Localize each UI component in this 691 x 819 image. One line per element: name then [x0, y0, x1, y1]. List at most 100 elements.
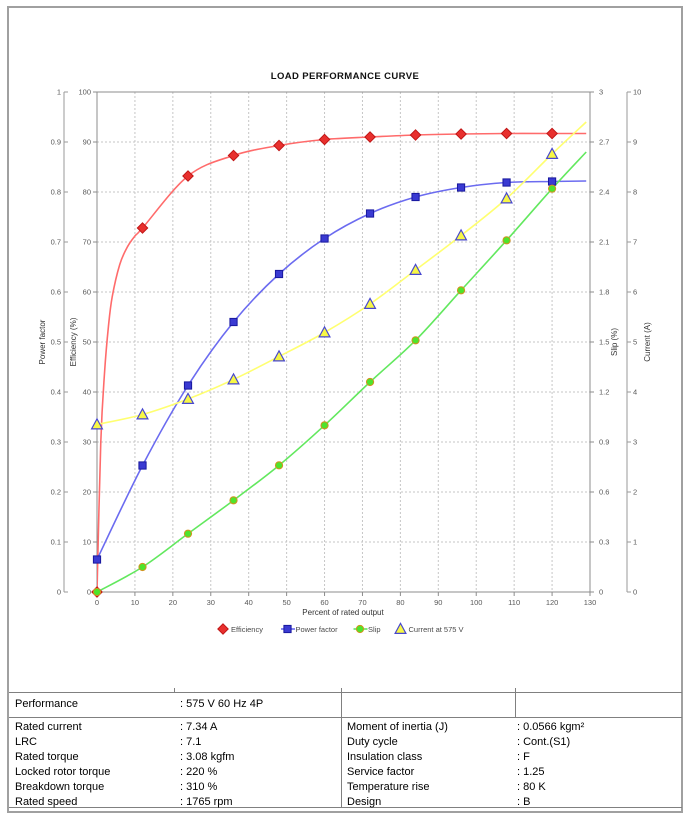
- current-axis-title: Current (A): [643, 322, 652, 362]
- spec-label: Rated speed: [15, 796, 78, 808]
- performance-label: Performance: [15, 698, 78, 710]
- table-row: Rated speed: 1765 rpm: [15, 795, 335, 810]
- spec-label: Duty cycle: [347, 736, 398, 748]
- tick-label: 2.1: [599, 238, 609, 247]
- circle-marker: [320, 421, 329, 430]
- square-marker: [92, 555, 102, 564]
- power-factor-axis-title: Power factor: [38, 319, 47, 364]
- triangle-marker: [394, 622, 407, 634]
- spec-label: Locked rotor torque: [15, 766, 111, 778]
- tick-label: 2: [633, 488, 637, 497]
- triangle-marker: [318, 325, 331, 338]
- legend-label: Current at 575 V: [409, 625, 464, 634]
- circle-marker: [92, 587, 102, 597]
- tick-label: 80: [396, 598, 404, 607]
- axes: 0 10 20 30 40 50 60 70 80 90 100 110 120 13000.10.20.…: [51, 88, 642, 608]
- tick-label: 1.8: [599, 288, 609, 297]
- tick-label: 0: [87, 588, 91, 597]
- tick-label: 60: [320, 598, 328, 607]
- diamond-marker: [227, 149, 240, 162]
- tick-label: 20: [169, 598, 177, 607]
- tick-label: 130: [584, 598, 597, 607]
- tick-label: 0: [599, 588, 603, 597]
- triangle-marker: [136, 407, 149, 420]
- tick-label: 3: [633, 438, 637, 447]
- spec-label: Rated current: [15, 721, 82, 733]
- legend-label: Slip: [368, 625, 381, 634]
- tick-label: 0: [57, 588, 61, 597]
- square-marker: [547, 177, 557, 186]
- tick-label: 40: [245, 598, 253, 607]
- diamond-marker: [546, 127, 558, 140]
- legend-label: Efficiency: [231, 625, 263, 634]
- tick-label: 90: [83, 138, 91, 147]
- square-marker: [502, 178, 511, 187]
- spec-value: : 3.08 kgfm: [180, 751, 235, 763]
- tick-label: 9: [633, 138, 637, 147]
- square-marker: [411, 192, 420, 202]
- tick-label: 8: [633, 188, 637, 197]
- spec-value: : F: [517, 751, 530, 763]
- tick-label: 1: [57, 88, 61, 97]
- triangle-marker: [227, 372, 240, 385]
- spec-value: : 310 %: [180, 781, 218, 793]
- tick-label: 0.9: [51, 138, 61, 147]
- circle-marker: [183, 529, 193, 538]
- table-row: Breakdown torque : 310 %: [15, 780, 335, 795]
- triangle-marker: [90, 417, 104, 430]
- tick-label: 30: [83, 438, 91, 447]
- diamond-marker: [455, 128, 467, 140]
- line-efficiency: [97, 132, 587, 592]
- square-marker: [283, 624, 292, 634]
- x-axis-title: Percent of rated output: [302, 608, 384, 617]
- tick-label: 20: [83, 488, 91, 497]
- line-slip: [97, 151, 587, 592]
- circle-marker: [456, 286, 466, 295]
- table-column-tick: [174, 688, 175, 692]
- spec-value: : 1.25: [517, 766, 545, 778]
- diamond-marker: [318, 133, 331, 146]
- table-row-separator: [9, 717, 682, 718]
- efficiency-axis-title: Efficiency (%): [69, 317, 78, 366]
- tick-label: 100: [470, 598, 483, 607]
- table-row: Rated current: 7.34 A: [15, 720, 335, 735]
- tick-label: 0.5: [51, 338, 61, 347]
- table-row: Rated torque: 3.08 kgfm: [15, 750, 335, 765]
- spec-value: : 80 K: [517, 781, 546, 793]
- triangle-marker: [272, 349, 286, 362]
- square-marker: [456, 183, 466, 192]
- diamond-marker: [500, 127, 513, 140]
- circle-marker: [274, 461, 284, 470]
- tick-label: 0.8: [51, 188, 61, 197]
- tick-label: 0.4: [51, 388, 61, 397]
- tick-label: 3: [599, 88, 603, 97]
- line-current-at-575-v: [97, 121, 587, 426]
- tick-label: 50: [282, 598, 290, 607]
- spec-label: Design: [347, 796, 382, 808]
- circle-marker: [355, 624, 365, 634]
- spec-value: : 0.0566 kgm²: [517, 721, 585, 733]
- tick-label: 0.2: [51, 488, 61, 497]
- tick-label: 100: [78, 88, 91, 97]
- spec-label: Moment of inertia (J): [347, 721, 448, 733]
- tick-label: 30: [207, 598, 215, 607]
- spec-table-right-column: Moment of inertia (J) : 0.0566 kgm² Duty c…: [347, 720, 677, 810]
- table-row: Locked rotor torque: 220 %: [15, 765, 335, 780]
- triangle-marker: [363, 297, 377, 309]
- diamond-marker: [182, 170, 194, 182]
- table-column-tick: [515, 688, 516, 692]
- tick-label: 40: [83, 388, 91, 397]
- table-row: Insulation class: F: [347, 750, 677, 765]
- tick-label: 1.5: [599, 338, 609, 347]
- tick-label: 110: [508, 598, 520, 607]
- series-markers: [90, 127, 559, 598]
- table-center-divider: [341, 717, 342, 807]
- tick-label: 50: [83, 338, 91, 347]
- performance-value: : 575 V 60 Hz 4P: [180, 698, 264, 710]
- spec-value: : Cont.(S1): [517, 736, 571, 748]
- window-border: [7, 6, 683, 813]
- circle-marker: [229, 496, 238, 505]
- diamond-marker: [364, 131, 376, 143]
- spec-label: Breakdown torque: [15, 781, 105, 793]
